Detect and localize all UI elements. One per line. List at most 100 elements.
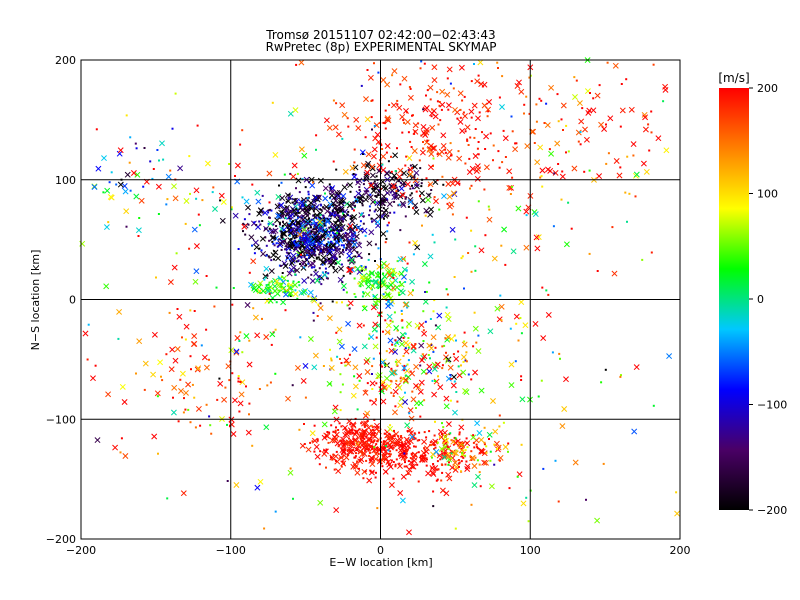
data-point-cross — [270, 234, 277, 241]
data-point-cross — [559, 423, 566, 430]
data-point-dot — [339, 373, 342, 376]
data-point-dot — [420, 182, 423, 185]
data-point-dot — [266, 384, 269, 387]
data-point-dot — [156, 149, 159, 151]
data-point-dot — [628, 192, 631, 195]
data-point-cross — [300, 216, 307, 223]
data-point-cross — [309, 182, 316, 189]
data-point-dot — [330, 229, 332, 232]
data-point-dot — [464, 449, 467, 451]
data-point-dot — [389, 433, 392, 436]
data-point-dot — [626, 155, 629, 158]
data-point-dot — [264, 276, 267, 279]
data-point-cross — [350, 421, 357, 428]
data-point-dot — [342, 454, 345, 457]
data-point-cross — [329, 185, 336, 192]
data-point-dot — [398, 454, 401, 457]
data-point-cross — [142, 360, 149, 367]
data-point-cross — [406, 529, 412, 536]
data-point-dot — [343, 246, 346, 249]
data-point-cross — [372, 433, 379, 440]
data-point-dot — [338, 247, 341, 250]
data-point-dot — [278, 289, 281, 292]
data-point-cross — [462, 113, 468, 120]
data-point-cross — [418, 379, 425, 386]
data-point-cross — [271, 283, 278, 290]
data-point-dot — [400, 435, 403, 437]
data-point-cross — [401, 448, 408, 455]
data-point-cross — [384, 329, 391, 336]
data-point-dot — [282, 238, 285, 240]
data-point-dot — [441, 464, 444, 466]
data-point-dot — [313, 244, 316, 247]
data-point-dot — [467, 252, 470, 254]
data-point-dot — [306, 222, 309, 225]
x-axis-ticks: −200 −100 0 100 200 — [66, 544, 691, 557]
data-point-cross — [331, 434, 338, 441]
data-point-dot — [392, 461, 395, 463]
data-point-cross — [322, 245, 329, 252]
data-point-dot — [316, 315, 319, 317]
data-point-dot — [477, 200, 480, 203]
data-point-cross — [374, 219, 381, 225]
data-point-dot — [335, 301, 338, 304]
data-point-dot — [334, 224, 337, 227]
data-point-dot — [287, 252, 290, 255]
data-point-cross — [324, 208, 331, 215]
data-point-cross — [353, 446, 360, 453]
data-point-dot — [253, 221, 256, 224]
data-point-dot — [384, 241, 387, 244]
data-point-cross — [372, 321, 379, 328]
data-point-dot — [381, 198, 384, 201]
data-point-dot — [294, 240, 297, 243]
data-point-dot — [261, 194, 264, 197]
data-point-cross — [345, 439, 352, 446]
data-point-cross — [183, 198, 190, 204]
data-point-dot — [231, 372, 234, 375]
data-point-cross — [307, 289, 314, 296]
data-point-dot — [473, 63, 475, 65]
data-point-dot — [369, 193, 372, 196]
data-point-cross — [404, 422, 411, 429]
data-point-dot — [306, 254, 309, 256]
data-point-dot — [368, 333, 371, 336]
data-point-cross — [470, 434, 477, 441]
data-point-dot — [268, 281, 271, 284]
data-point-cross — [381, 453, 388, 460]
data-point-dot — [396, 260, 399, 263]
data-point-dot — [135, 372, 137, 375]
data-point-dot — [374, 195, 377, 197]
data-point-dot — [485, 451, 488, 454]
data-point-cross — [386, 313, 393, 320]
data-point-dot — [662, 100, 665, 103]
data-point-dot — [430, 444, 433, 447]
data-point-dot — [258, 388, 261, 390]
data-point-dot — [417, 327, 420, 330]
data-point-dot — [525, 496, 528, 499]
data-point-cross — [246, 361, 253, 368]
data-point-dot — [362, 324, 365, 327]
data-point-cross — [405, 442, 412, 449]
data-point-dot — [392, 446, 395, 449]
data-point-dot — [360, 214, 362, 216]
data-point-cross — [338, 249, 345, 256]
data-point-dot — [184, 408, 187, 411]
data-point-dot — [432, 463, 435, 465]
data-point-dot — [323, 224, 326, 227]
data-point-dot — [364, 234, 367, 237]
data-point-cross — [220, 199, 227, 205]
data-point-dot — [528, 112, 531, 115]
data-point-dot — [408, 241, 411, 244]
data-point-dot — [533, 142, 536, 144]
data-point-dot — [424, 214, 427, 217]
data-point-cross — [124, 171, 131, 178]
data-point-dot — [364, 470, 367, 473]
data-point-dot — [415, 407, 417, 409]
data-point-dot — [310, 218, 313, 221]
data-point-dot — [648, 149, 651, 152]
data-point-dot — [477, 334, 480, 337]
data-point-dot — [650, 251, 653, 254]
data-point-dot — [445, 306, 448, 309]
data-point-cross — [255, 198, 262, 205]
data-point-dot — [334, 255, 337, 258]
